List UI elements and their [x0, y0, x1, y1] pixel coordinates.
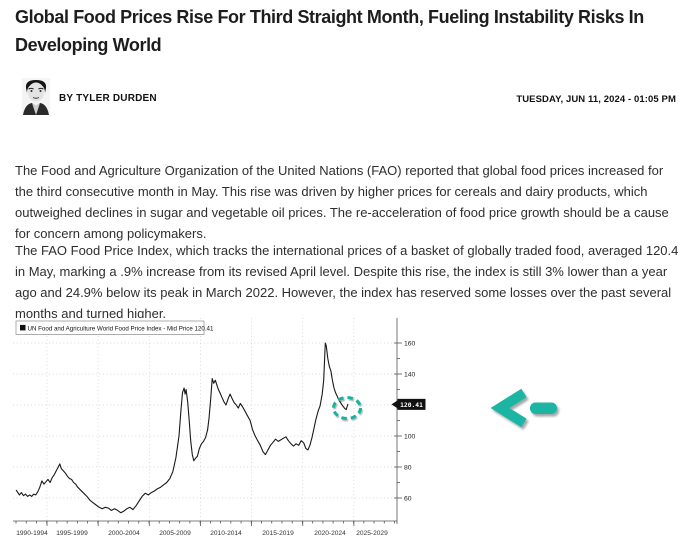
y-tick-label: 60	[404, 495, 412, 502]
article-date: TUESDAY, JUN 11, 2024 - 01:05 PM	[516, 94, 676, 105]
x-tick-label: 2000-2004	[108, 530, 140, 537]
paragraph-1: The Food and Agriculture Organization of…	[15, 163, 669, 241]
price-line	[15, 342, 349, 514]
author-byline[interactable]: BY TYLER DURDEN	[59, 93, 157, 104]
author-avatar-image	[22, 78, 50, 115]
food-price-chart[interactable]: 160 140 100 80 60 120.41 1990-1994 1995-1999 200…	[13, 318, 435, 544]
last-price-badge	[397, 398, 426, 410]
legend-label: UN Food and Agriculture World Food Price…	[28, 325, 215, 332]
legend-box	[15, 320, 205, 335]
legend-swatch	[20, 324, 26, 331]
x-tick-label: 1995-1999	[56, 530, 88, 537]
author-avatar[interactable]	[22, 78, 50, 115]
x-tick-label: 2025-2029	[356, 530, 388, 537]
x-tick-label: 2015-2019	[262, 530, 294, 537]
x-tick-label: 2020-2024	[314, 530, 346, 537]
food-price-chart-svg: 160 140 100 80 60 120.41 1990-1994 1995-1999 200…	[13, 318, 426, 537]
x-tick-label: 2010-2014	[210, 530, 242, 537]
y-tick-label: 140	[404, 371, 416, 378]
last-price-label: 120.41	[400, 402, 423, 409]
paragraph-2: The FAO Food Price Index, which tracks t…	[15, 243, 679, 321]
last-price-pointer	[391, 400, 398, 409]
annotation-left-arrow-icon	[490, 388, 557, 428]
y-tick-label: 100	[404, 433, 416, 440]
y-tick-label: 160	[404, 340, 416, 347]
x-tick-label: 1990-1994	[16, 530, 48, 537]
y-tick-label: 80	[404, 464, 412, 471]
x-tick-label: 2005-2009	[159, 530, 191, 537]
headline: Global Food Prices Rise For Third Straig…	[15, 7, 644, 55]
